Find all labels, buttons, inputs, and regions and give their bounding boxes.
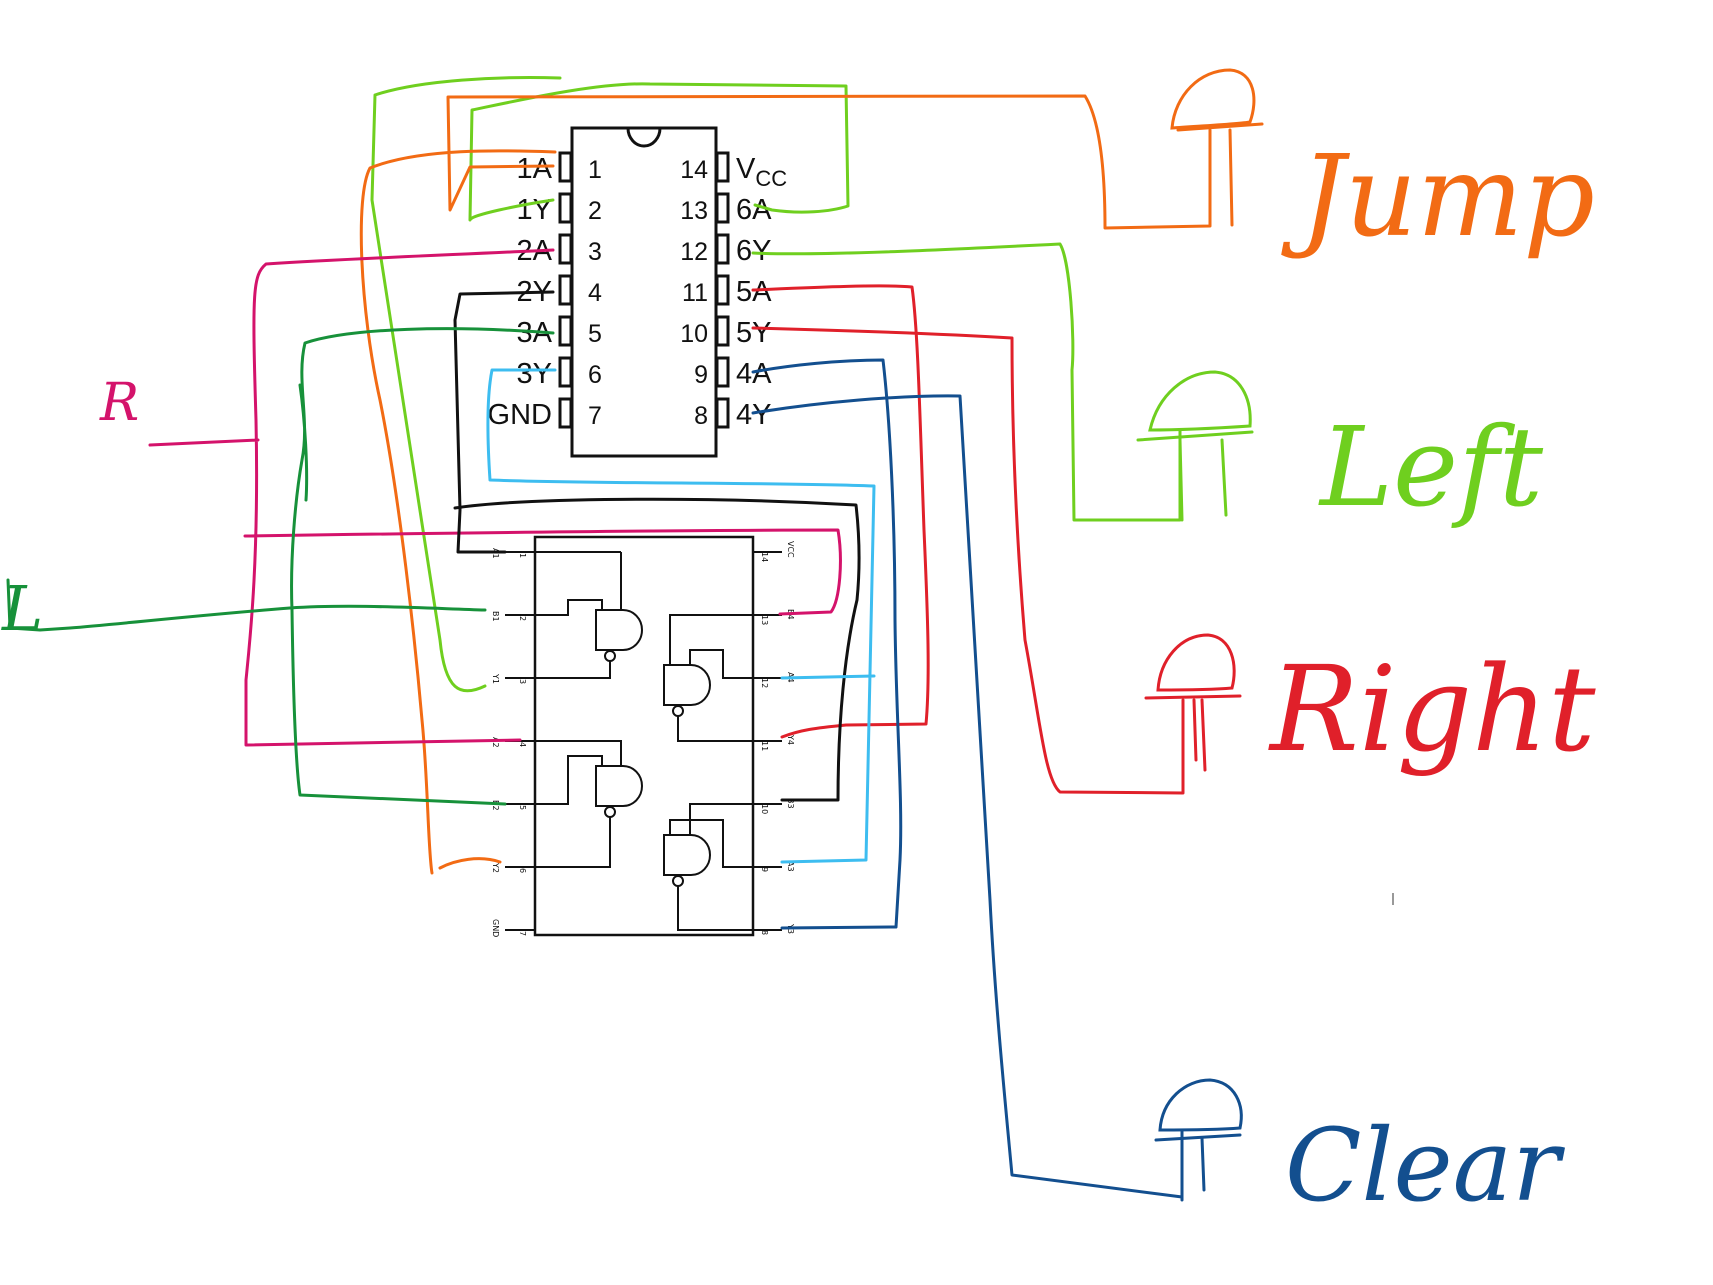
left-label: Left [1318, 403, 1544, 531]
bottom-pin-number: 12 [760, 678, 769, 688]
top-chip-notch [626, 127, 662, 148]
wire-light-green-6y [751, 242, 1182, 522]
nand-gate-icon [535, 740, 643, 868]
top-chip: 1A 1Y 2A 2Y 3A 3Y GND 1 2 3 4 5 6 7 14 1… [488, 126, 787, 458]
top-chip-pin-box [715, 151, 730, 183]
wire-red-5y [751, 326, 1185, 795]
left-button-icon [1136, 370, 1254, 522]
wire-dark-green [6, 327, 555, 806]
l-label: L [1, 572, 43, 645]
top-pin-label: 5Y [736, 317, 771, 349]
bottom-pin-number: 3 [518, 679, 527, 684]
top-pin-label: GND [488, 399, 552, 431]
top-pin-number: 12 [680, 238, 708, 266]
r-label: R [99, 373, 139, 433]
bottom-pin-label: B1 [491, 611, 500, 622]
top-chip-pin-box [558, 397, 573, 429]
top-pin-number: 9 [694, 361, 708, 389]
wire-sky-blue [486, 368, 876, 864]
bottom-pin-number: 6 [518, 868, 527, 873]
top-pin-number: 6 [588, 361, 602, 389]
top-pin-number: 2 [588, 197, 602, 225]
bottom-pin-label: Y4 [786, 734, 795, 745]
vcc-sub: CC [755, 166, 787, 191]
bottom-pin-number: 10 [760, 804, 769, 814]
top-pin-number: 5 [588, 320, 602, 348]
wire-light-green-1y [370, 76, 850, 693]
bottom-pin-number: 9 [760, 867, 769, 872]
top-chip-pin-box [715, 315, 730, 347]
bottom-pin-label: Y1 [491, 673, 500, 684]
top-chip-pin-box [558, 274, 573, 306]
top-pin-number: 13 [680, 197, 708, 225]
top-pin-number: 10 [680, 320, 708, 348]
wire-orange [359, 94, 1212, 875]
nand-gate-icon [663, 803, 753, 931]
bottom-pin-number: 13 [760, 615, 769, 625]
bottom-pin-number: 8 [760, 930, 769, 935]
bottom-pin-label: B3 [786, 798, 795, 809]
bottom-pin-label: GND [491, 919, 500, 937]
bottom-pin-number: 4 [518, 742, 527, 747]
top-chip-pin-box [558, 151, 573, 183]
top-pin-number: 1 [588, 156, 602, 184]
top-pin-label: 6A [736, 194, 772, 226]
right-button-icon [1144, 633, 1242, 792]
bottom-pin-number: 5 [518, 805, 527, 810]
top-pin-number: 11 [682, 279, 708, 307]
bottom-chip: A1 B1 Y1 A2 B2 Y2 GND 1 2 3 4 5 6 7 14 1… [491, 535, 795, 937]
top-chip-pin-box [715, 397, 730, 429]
jump-button-icon [1170, 68, 1264, 227]
bottom-pin-number: 2 [518, 616, 527, 621]
bottom-pin-number: 11 [760, 741, 769, 751]
clear-label: Clear [1285, 1107, 1565, 1224]
top-pin-label: 6Y [736, 235, 771, 267]
jump-label: Jump [1281, 132, 1595, 262]
top-chip-pin-box [715, 356, 730, 388]
top-chip-pin-box [715, 192, 730, 224]
top-pin-number: 14 [680, 156, 708, 184]
bottom-pin-label: A2 [491, 737, 500, 748]
bottom-pin-number: 14 [760, 552, 769, 562]
top-pin-label: 4A [736, 358, 772, 390]
bottom-pin-label: Y2 [491, 862, 500, 873]
clear-button-icon [1154, 1078, 1243, 1202]
top-chip-pin-box [558, 192, 573, 224]
wire-red-5a [751, 284, 930, 739]
right-label: Right [1268, 640, 1596, 778]
nand-gate-icon [663, 614, 753, 742]
top-chip-pin-box [558, 356, 573, 388]
top-chip-pin-box [715, 233, 730, 265]
bottom-pin-label: VCC [786, 541, 795, 558]
bottom-pin-number: 1 [518, 553, 527, 558]
top-pin-label: 1Y [517, 194, 552, 226]
top-pin-label: 5A [736, 276, 772, 308]
top-chip-pin-box [715, 274, 730, 306]
wire-navy-4a [751, 358, 903, 930]
top-chip-body [570, 126, 718, 458]
wire-navy-4y [751, 394, 1184, 1199]
top-pin-number: 8 [694, 402, 708, 430]
top-pin-label: 4Y [736, 399, 771, 431]
top-pin-label: 1A [517, 153, 553, 185]
top-pin-label: 3Y [517, 358, 552, 390]
vcc-main: V [736, 153, 756, 185]
top-pin-label: VCC [736, 153, 787, 191]
top-chip-pin-box [558, 233, 573, 265]
bottom-chip-body [533, 535, 755, 937]
bottom-pin-number: 7 [518, 931, 527, 936]
top-pin-number: 3 [588, 238, 602, 266]
top-pin-number: 7 [588, 402, 602, 430]
nand-gate-icon [535, 551, 643, 679]
wire-magenta [148, 248, 842, 747]
wire-black [453, 290, 861, 802]
top-pin-number: 4 [588, 279, 602, 307]
top-chip-pin-box [558, 315, 573, 347]
bottom-pin-label: A3 [786, 861, 795, 872]
bottom-pin-label: B2 [491, 800, 500, 811]
